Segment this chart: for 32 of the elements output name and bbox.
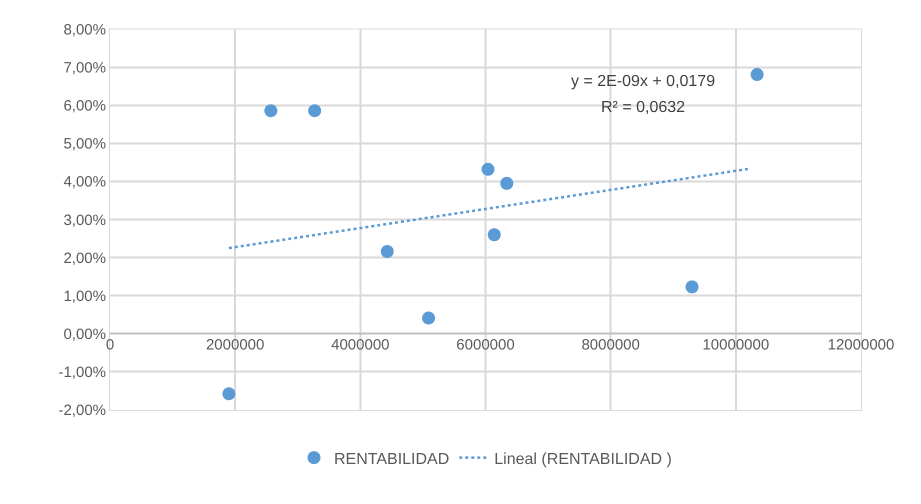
y-tick-label: -1,00% (58, 364, 106, 381)
y-tick-label: 2,00% (63, 250, 106, 267)
point (482, 162, 494, 176)
annotation: R² = 0,0632 (601, 99, 686, 116)
legend-label: Lineal (RENTABILIDAD ) (494, 450, 672, 468)
x-tick-label: 4000000 (331, 336, 390, 354)
y-tick-label: 4,00% (63, 174, 106, 191)
y-tick-label: 6,00% (63, 98, 106, 115)
x-tick-label: 10000000 (702, 336, 770, 354)
point (422, 312, 436, 325)
point (264, 104, 278, 118)
point (488, 228, 501, 242)
y-tick-label: 5,00% (63, 136, 106, 153)
x-tick-label: 8000000 (581, 336, 640, 354)
y-tick-label: 8,00% (63, 22, 106, 39)
y-tick-label: -2,00% (58, 402, 106, 420)
point (380, 244, 394, 258)
point (222, 387, 236, 400)
x-tick-label: 0 (106, 336, 114, 354)
legend-label: RENTABILIDAD (334, 450, 450, 468)
x-tick-label: 6000000 (456, 336, 515, 354)
y-tick-label: 1,00% (63, 288, 106, 305)
point (308, 104, 322, 118)
point (500, 176, 514, 190)
y-tick-label: 0,00% (63, 326, 106, 343)
point (750, 68, 764, 82)
annotation: y = 2E-09x + 0,0179 (571, 73, 716, 90)
y-tick-label: 3,00% (63, 212, 106, 229)
y-tick-label: 7,00% (63, 60, 106, 77)
x-tick-label: 12000000 (828, 336, 894, 354)
point (686, 280, 699, 294)
x-tick-label: 2000000 (206, 336, 264, 354)
